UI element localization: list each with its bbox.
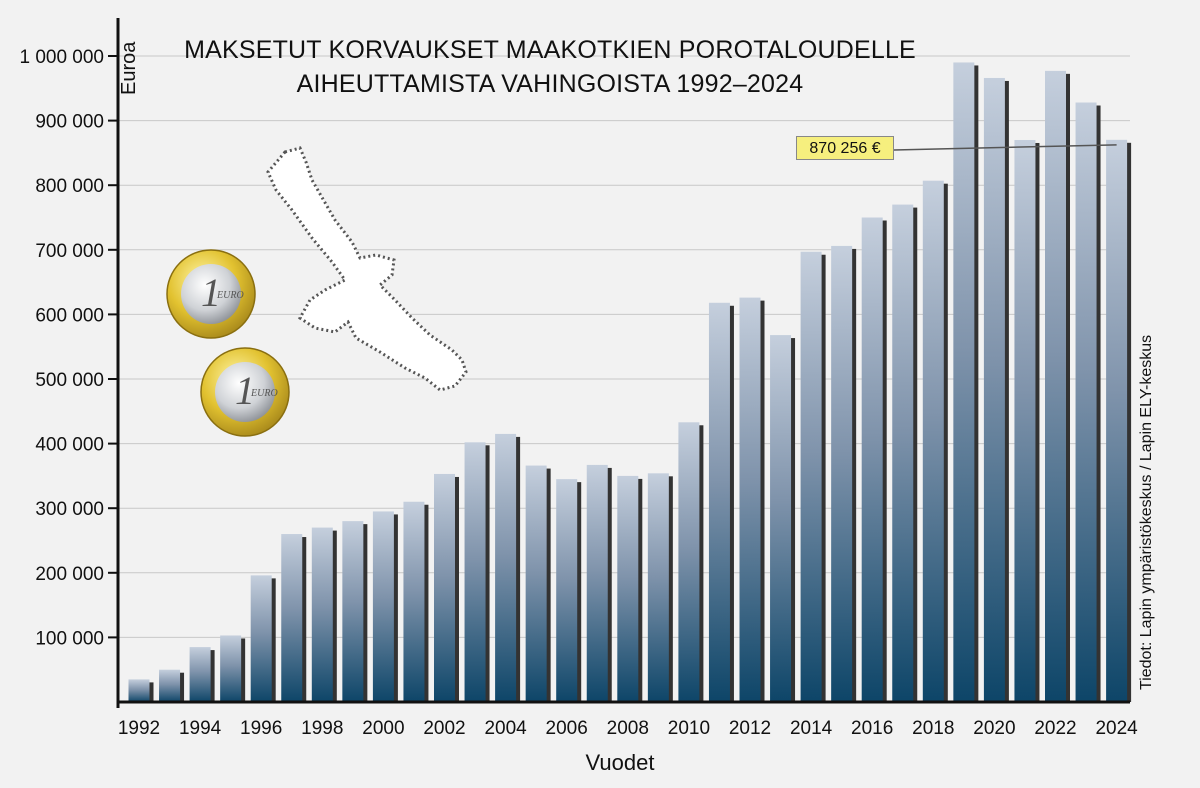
x-tick-label: 1992 — [118, 718, 160, 739]
y-tick-label: 1 000 000 — [19, 47, 104, 68]
y-tick-label: 300 000 — [35, 499, 104, 520]
eagle-silhouette-icon — [266, 146, 468, 392]
bar-2021 — [1014, 139, 1036, 703]
annotation-leader — [893, 144, 1117, 151]
bars — [128, 62, 1132, 703]
y-tick-label: 500 000 — [35, 370, 104, 391]
x-tick-label: 2014 — [790, 718, 833, 739]
bar-1996 — [250, 575, 272, 702]
svg-text:EURO: EURO — [250, 388, 278, 399]
axes — [108, 18, 1130, 708]
y-tick-label: 600 000 — [35, 305, 104, 326]
x-tick-label: 2018 — [912, 718, 954, 739]
bar-2022 — [1045, 70, 1066, 702]
x-tick-label: 2000 — [362, 718, 404, 739]
bar-2013 — [770, 335, 792, 702]
bar-2011 — [708, 302, 730, 702]
x-tick-label: 2016 — [851, 718, 893, 739]
svg-text:1: 1 — [201, 270, 221, 315]
bar-2002 — [434, 473, 455, 702]
bar-2009 — [647, 473, 669, 702]
x-axis-label: Vuodet — [585, 750, 655, 775]
source-note: Tiedot: Lapin ympäristökeskus / Lapin EL… — [1138, 334, 1155, 690]
x-tick-labels: 1992 1994 1996 1998 2000 2002 2004 2006 2008 2010… — [118, 718, 1138, 739]
x-tick-label: 2012 — [729, 718, 771, 739]
y-tick-label: 700 000 — [35, 241, 104, 262]
y-tick-labels: 1 000 000 900 000 800 000 700 000 600 000 500… — [19, 47, 104, 649]
bar-2023 — [1075, 102, 1097, 702]
value-callout: 870 256 € — [796, 136, 894, 160]
bar-2024 — [1106, 139, 1128, 702]
euro-coin-icon: 1 EURO — [200, 347, 290, 437]
y-axis-label: Euroa — [118, 41, 140, 95]
bar-2020 — [983, 77, 1005, 703]
x-tick-label: 2002 — [423, 718, 465, 739]
bar-2010 — [678, 422, 700, 702]
y-tick-label: 900 000 — [35, 112, 104, 133]
bar-1999 — [342, 521, 364, 702]
svg-text:1: 1 — [235, 368, 255, 413]
bar-1998 — [311, 527, 333, 702]
svg-text:EURO: EURO — [216, 290, 244, 301]
y-tick-label: 200 000 — [35, 564, 104, 585]
bar-2019 — [953, 62, 975, 702]
chart-title-line-2: AIHEUTTAMISTA VAHINGOISTA 1992–2024 — [296, 70, 804, 98]
bar-2017 — [892, 204, 914, 702]
bar-2000 — [372, 511, 394, 702]
x-tick-label: 1998 — [301, 718, 343, 739]
bar-2004 — [495, 433, 517, 702]
bar-1994 — [189, 647, 211, 702]
bar-2005 — [525, 465, 547, 702]
y-tick-label: 400 000 — [35, 435, 104, 456]
chart-title-line-1: MAKSETUT KORVAUKSET MAAKOTKIEN POROTALOU… — [184, 36, 916, 64]
bar-2001 — [403, 501, 425, 702]
x-tick-label: 2006 — [546, 718, 588, 739]
y-tick-label: 100 000 — [35, 628, 104, 649]
bar-2014 — [800, 251, 822, 702]
bar-2015 — [831, 245, 853, 702]
bar-2016 — [861, 217, 883, 702]
x-tick-label: 1996 — [240, 718, 282, 739]
euro-coin-icon: 1 EURO — [166, 249, 256, 339]
x-tick-label: 2008 — [607, 718, 649, 739]
x-tick-label: 2020 — [973, 718, 1015, 739]
bar-2018 — [922, 180, 944, 703]
x-tick-label: 2010 — [668, 718, 710, 739]
bar-2003 — [464, 442, 486, 702]
y-tick-label: 800 000 — [35, 176, 104, 197]
x-tick-label: 1994 — [179, 718, 222, 739]
x-tick-label: 2024 — [1095, 718, 1138, 739]
bar-2008 — [617, 475, 639, 702]
bar-2007 — [586, 464, 608, 702]
bar-1992 — [128, 679, 150, 702]
x-tick-label: 2004 — [484, 718, 527, 739]
x-tick-label: 2022 — [1034, 718, 1076, 739]
bar-1997 — [281, 534, 303, 702]
bar-1993 — [159, 669, 181, 702]
bar-1995 — [220, 635, 242, 702]
callout-leader-line — [893, 144, 1117, 151]
bar-2006 — [556, 479, 578, 702]
bar-2012 — [739, 297, 761, 702]
